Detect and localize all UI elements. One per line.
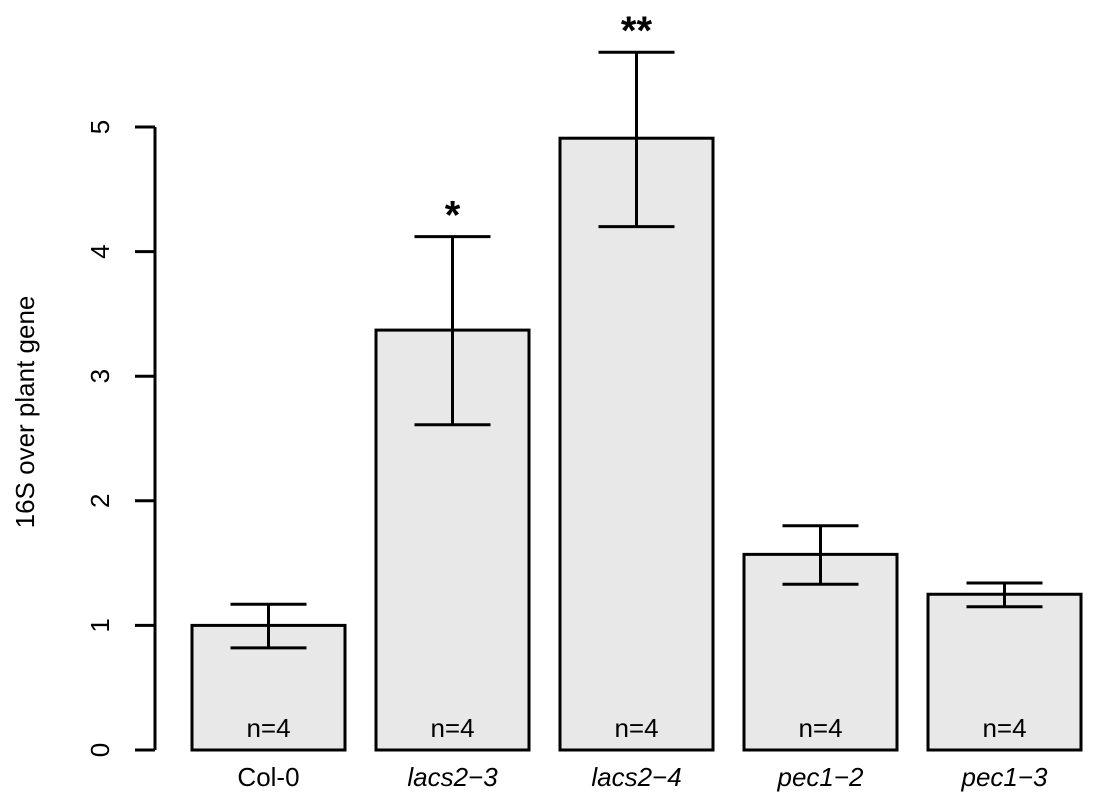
error-bars (230, 50, 1043, 650)
x-category-label: pec1−3 (960, 762, 1048, 792)
bar (742, 552, 899, 752)
y-tick-label: 4 (85, 244, 115, 258)
bar-n-label: n=4 (798, 713, 842, 743)
x-category-label: Col-0 (237, 762, 299, 792)
significance-marker: ** (621, 9, 653, 53)
y-axis-label: 16S over plant gene (10, 296, 40, 529)
bar-n-label: n=4 (982, 713, 1026, 743)
x-category-label: pec1−2 (776, 762, 864, 792)
bar-n-label: n=4 (614, 713, 658, 743)
bar (558, 136, 715, 752)
y-tick-label: 5 (85, 120, 115, 134)
x-category-label: lacs2−4 (591, 762, 681, 792)
y-axis: 0 1 2 3 4 5 (85, 120, 157, 757)
y-tick-label: 1 (85, 618, 115, 632)
y-tick-label: 3 (85, 369, 115, 383)
bar-n-label: n=4 (430, 713, 474, 743)
annotations: n=4 n=4 * n=4 ** n=4 n=4 (246, 9, 1026, 743)
bar-n-label: n=4 (246, 713, 290, 743)
x-category-label: lacs2−3 (407, 762, 498, 792)
bar (926, 592, 1083, 752)
y-tick-label: 0 (85, 743, 115, 757)
bars (190, 136, 1083, 752)
y-tick-label: 2 (85, 494, 115, 508)
x-axis-labels: Col-0 lacs2−3 lacs2−4 pec1−2 pec1−3 (237, 762, 1048, 792)
significance-marker: * (445, 194, 461, 238)
